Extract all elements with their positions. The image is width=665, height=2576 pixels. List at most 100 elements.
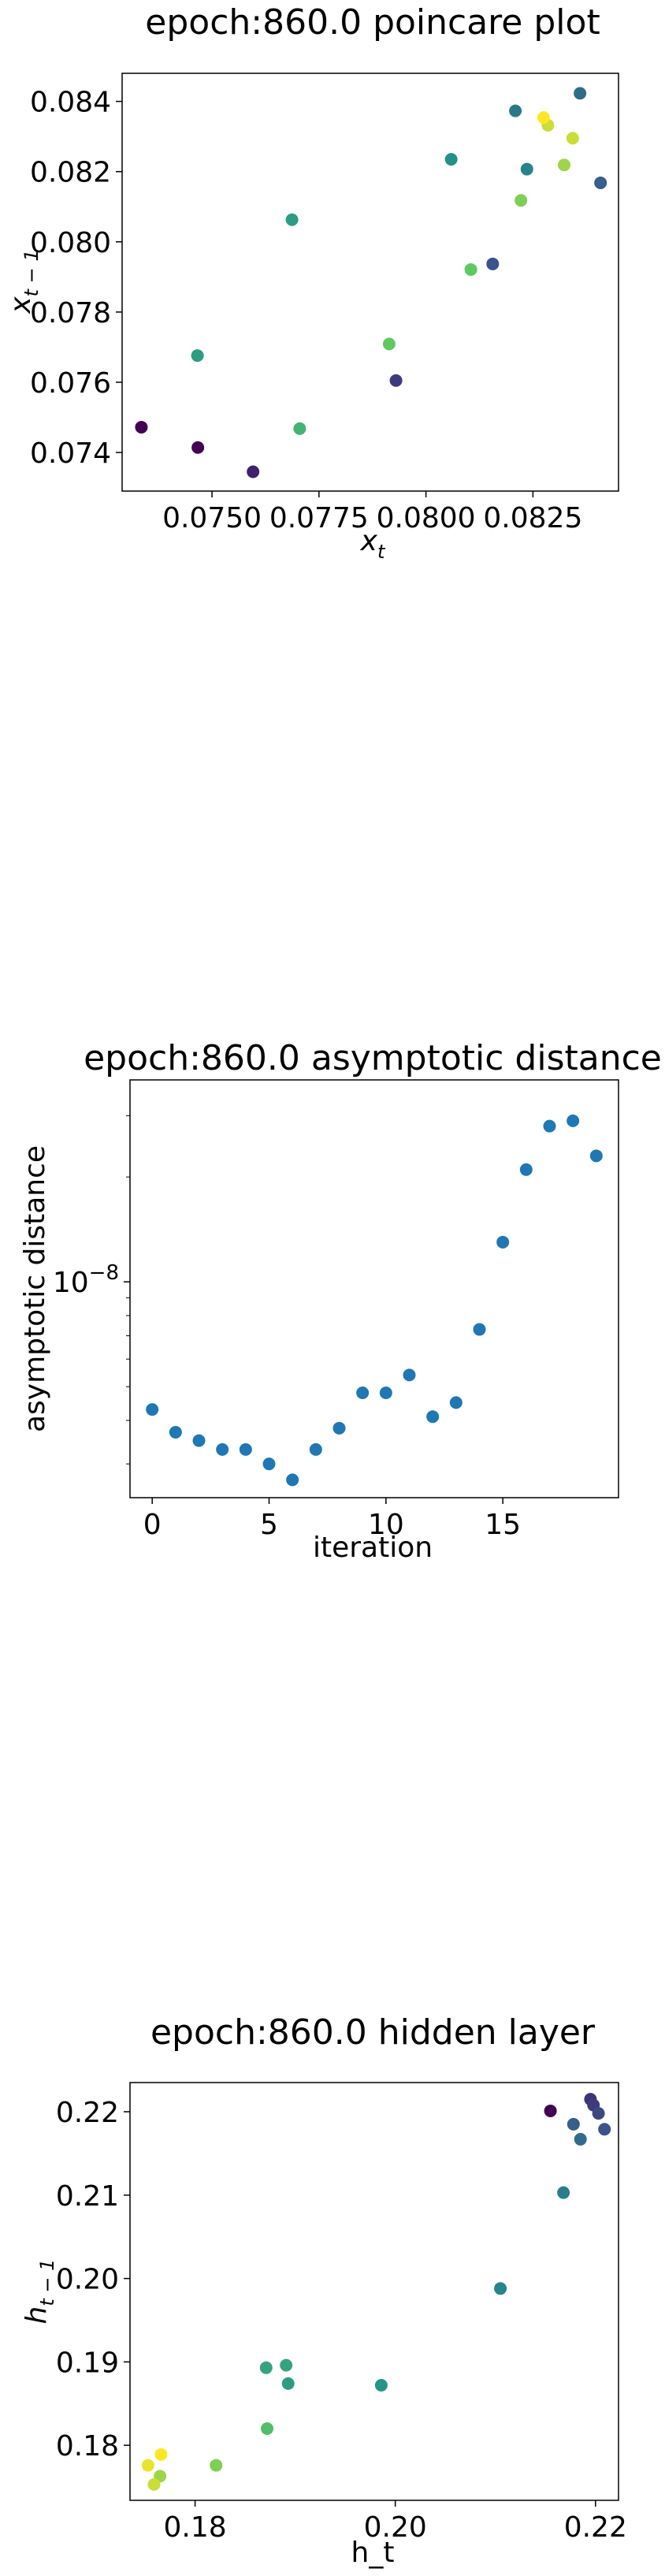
y-tick-label: 0.20 xyxy=(56,2264,119,2296)
scatter-point xyxy=(259,2361,273,2374)
scatter-point xyxy=(486,257,500,270)
scatter-point xyxy=(574,87,587,100)
y-axis-label: asymptotic distance xyxy=(19,1145,51,1432)
x-axis-ticks: 0.18 0.20 0.22 xyxy=(164,2500,627,2544)
scatter-point xyxy=(515,194,528,207)
line-marker xyxy=(449,1396,463,1409)
line-marker xyxy=(403,1368,416,1382)
line-marker xyxy=(332,1421,346,1435)
scatter-point xyxy=(154,2448,168,2461)
scatter-point xyxy=(191,349,204,363)
x-tick-label: 0.0825 xyxy=(483,502,582,534)
scatter-point xyxy=(574,2132,587,2146)
x-tick-label: 0.22 xyxy=(564,2511,627,2544)
y-tick-label: 0.082 xyxy=(30,157,111,189)
scatter-point xyxy=(135,420,148,434)
y-axis-ticks: 0.18 0.19 0.20 0.21 0.22 xyxy=(56,2097,130,2462)
y-tick-label: 0.076 xyxy=(30,367,111,400)
scatter-points xyxy=(141,2093,611,2491)
y-tick-label: 0.21 xyxy=(56,2180,119,2213)
scatter-point xyxy=(567,2117,580,2131)
y-tick-label: 0.18 xyxy=(56,2430,119,2462)
y-tick-label: 0.22 xyxy=(56,2097,119,2129)
scatter-point xyxy=(557,2186,570,2199)
scatter-point xyxy=(382,337,396,351)
hidden-layer-chart: epoch:860.0 hidden layer 0.18 0.19 0.20 0.2… xyxy=(20,2012,627,2569)
scatter-point xyxy=(147,2477,161,2491)
scatter-point xyxy=(444,153,458,166)
y-tick-label: 0.19 xyxy=(56,2347,119,2379)
x-axis-label: iteration xyxy=(313,1532,433,1564)
y-axis-ticks: 0.074 0.076 0.078 0.080 0.082 0.084 xyxy=(30,87,122,470)
y-tick-label: 0.080 xyxy=(30,227,111,259)
x-tick-label: 0 xyxy=(143,1509,162,1541)
scatter-point xyxy=(520,162,533,176)
x-axis-label: h_t xyxy=(351,2537,395,2569)
y-axis-label: xt − 1 xyxy=(5,249,43,314)
scatter-point xyxy=(544,2104,557,2117)
plot-frame xyxy=(121,73,619,492)
line-marker xyxy=(589,1149,603,1163)
line-marker xyxy=(216,1442,229,1456)
line-marker xyxy=(496,1235,510,1249)
x-tick-label: 0.0800 xyxy=(377,502,476,534)
scatter-point xyxy=(191,441,205,454)
line-marker xyxy=(519,1163,533,1176)
x-tick-label: 15 xyxy=(485,1509,521,1541)
x-tick-label: 0.0750 xyxy=(162,502,262,534)
line-marker xyxy=(543,1119,556,1133)
scatter-point xyxy=(464,262,477,276)
y-tick-label: 0.084 xyxy=(30,87,111,119)
x-tick-label: 0.0775 xyxy=(269,502,369,534)
scatter-point xyxy=(594,176,607,189)
scatter-point xyxy=(389,374,403,387)
line-marker xyxy=(262,1457,276,1471)
scatter-point xyxy=(494,2282,507,2295)
scatter-point xyxy=(592,2107,605,2120)
line-marker xyxy=(309,1442,322,1456)
y-tick-label: 10−8 xyxy=(53,1261,119,1299)
scatter-point xyxy=(598,2123,611,2136)
scatter-point xyxy=(509,104,522,117)
line-marker xyxy=(473,1323,486,1336)
x-tick-label: 0.18 xyxy=(164,2511,227,2544)
scatter-point xyxy=(261,2422,274,2436)
line-marker xyxy=(567,1114,580,1127)
line-marker xyxy=(239,1442,252,1456)
scatter-point xyxy=(374,2379,388,2392)
y-tick-label: 0.074 xyxy=(30,437,111,470)
scatter-point xyxy=(566,132,579,145)
x-axis-ticks: 0.0750 0.0775 0.0800 0.0825 xyxy=(162,491,582,534)
scatter-point xyxy=(280,2358,293,2372)
line-marker xyxy=(192,1434,206,1447)
line-marker xyxy=(356,1386,370,1399)
scatter-point xyxy=(558,158,571,172)
poincare-chart: epoch:860.0 poincare plot 0.0740.0760.07… xyxy=(5,2,619,563)
y-axis-ticks: 10−8 xyxy=(53,1115,130,1465)
scatter-point xyxy=(141,2459,154,2472)
scatter-point xyxy=(293,422,306,435)
y-tick-label: 0.078 xyxy=(30,297,111,329)
line-marker xyxy=(146,1403,159,1416)
chart-title: epoch:860.0 poincare plot xyxy=(145,2,600,43)
line-marker xyxy=(286,1473,299,1487)
y-axis-label: ht − 1 xyxy=(20,2259,58,2325)
plot-frame xyxy=(129,2082,619,2501)
x-axis-label: xt xyxy=(360,525,386,563)
scatter-points xyxy=(135,87,607,478)
chart-title: epoch:860.0 hidden layer xyxy=(150,2012,596,2053)
asymptotic-distance-chart: epoch:860.0 asymptotic distance 10−8 0 5 1… xyxy=(19,1038,662,1564)
scatter-point xyxy=(281,2377,295,2390)
scatter-point xyxy=(285,213,299,226)
x-axis-ticks: 0 5 10 15 xyxy=(143,1498,521,1541)
chart-title: epoch:860.0 asymptotic distance xyxy=(84,1038,662,1078)
x-tick-label: 10 xyxy=(368,1509,404,1541)
line-marker xyxy=(169,1425,182,1439)
line-marker xyxy=(379,1386,392,1399)
line-markers xyxy=(146,1114,603,1487)
x-tick-label: 0.20 xyxy=(364,2511,427,2544)
plot-frame xyxy=(129,1079,619,1498)
line-marker xyxy=(426,1410,440,1424)
x-tick-label: 5 xyxy=(260,1509,278,1541)
